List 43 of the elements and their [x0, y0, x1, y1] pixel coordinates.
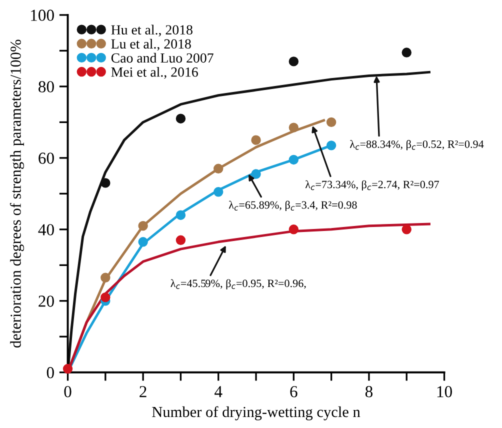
y-axis-title: deterioration degrees of strength parameters/100%	[10, 40, 24, 348]
point	[214, 164, 224, 174]
x-tick-label: 10	[437, 386, 452, 398]
point	[100, 178, 110, 188]
legend-label: Lu et al., 2018	[111, 38, 191, 51]
point	[138, 237, 148, 247]
legend-label: Cao and Luo 2007	[111, 52, 214, 63]
y-tick-label: 0	[46, 367, 54, 378]
point	[251, 169, 261, 179]
point	[326, 140, 336, 150]
x-tick-label: 4	[214, 386, 222, 398]
x-tick-label: 8	[365, 386, 372, 398]
annotation: λ$_{c}$=88.34%, β$_{c}$=0.52, R²=0.94	[350, 140, 484, 150]
legend-label: Mei et al., 2016	[111, 66, 198, 79]
y-tick-label: 60	[38, 152, 54, 164]
x-tick-label: 6	[290, 386, 298, 398]
point	[288, 224, 299, 234]
point	[326, 117, 336, 128]
point	[402, 48, 412, 58]
point	[251, 135, 261, 145]
point	[288, 56, 299, 66]
point	[214, 187, 224, 197]
y-tick-label: 20	[38, 296, 54, 307]
point	[62, 364, 73, 374]
point	[288, 122, 299, 132]
annotation: λ$_{c}$=73.34%, β$_{c}$=2.74, R²=0.97	[305, 180, 439, 191]
x-tick-label: 0	[64, 386, 72, 398]
x-axis-title: Number of drying-wetting cycle n	[152, 406, 360, 420]
point	[176, 210, 186, 220]
point	[176, 235, 186, 245]
y-tick-label: 100	[31, 10, 54, 21]
annotation: λ$_{c}$=45.59%, β$_{c}$=0.95, R²=0.96,	[170, 279, 306, 290]
y-tick-label: 80	[38, 81, 54, 92]
point	[402, 224, 412, 234]
point	[100, 292, 110, 302]
point	[138, 220, 148, 231]
point	[100, 272, 110, 283]
point	[288, 154, 299, 165]
legend-label: Hu et al., 2018	[111, 24, 192, 37]
point	[176, 114, 186, 124]
x-tick-label: 2	[140, 386, 146, 398]
annotation: λ$_{c}$=65.89%, β$_{c}$=3.4, R²=0.98	[228, 200, 357, 211]
y-tick-label: 40	[38, 224, 54, 236]
